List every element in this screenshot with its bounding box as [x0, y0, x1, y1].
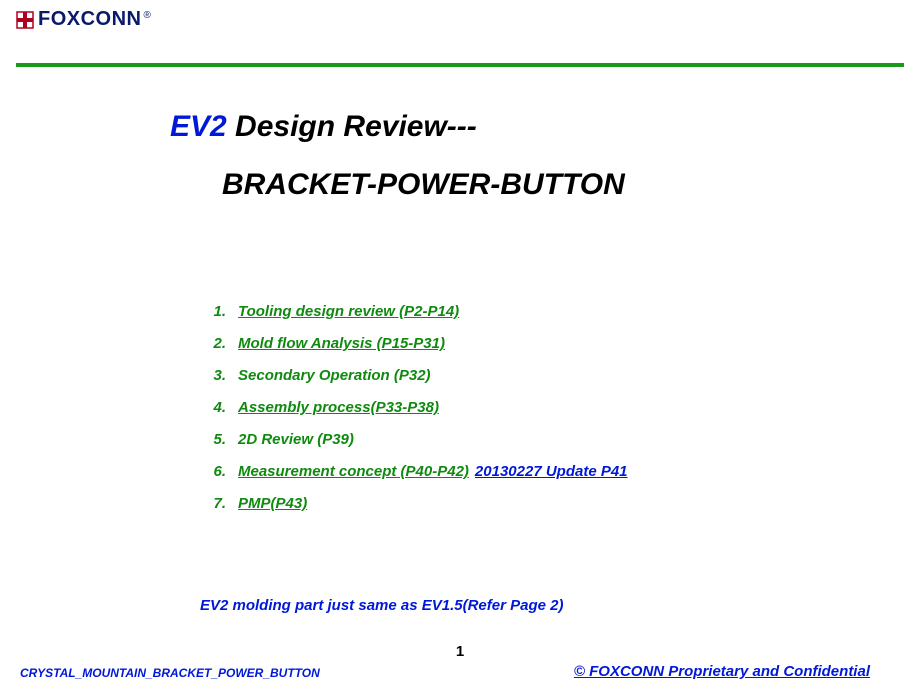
- toc-item: 4. Assembly process(P33-P38): [198, 399, 798, 416]
- footer-right: © FOXCONN Proprietary and Confidential: [574, 663, 870, 680]
- title-rest: Design Review---: [227, 110, 477, 143]
- toc-update-note: 20130227 Update P41: [475, 463, 628, 480]
- toc-label: Secondary Operation (P32): [238, 367, 431, 384]
- brand-logo: FOXCONN ®: [16, 8, 149, 31]
- table-of-contents: 1. Tooling design review (P2-P14) 2. Mol…: [198, 303, 798, 527]
- toc-number: 7.: [198, 495, 226, 512]
- toc-item: 7. PMP(P43): [198, 495, 798, 512]
- slide-note: EV2 molding part just same as EV1.5(Refe…: [200, 597, 563, 614]
- toc-label: Assembly process(P33-P38): [238, 399, 439, 416]
- page-number: 1: [0, 643, 920, 660]
- title-line-2: BRACKET-POWER-BUTTON: [222, 168, 625, 202]
- toc-label: Tooling design review (P2-P14): [238, 303, 459, 320]
- toc-item: 5. 2D Review (P39): [198, 431, 798, 448]
- toc-number: 1.: [198, 303, 226, 320]
- toc-number: 3.: [198, 367, 226, 384]
- toc-item: 2. Mold flow Analysis (P15-P31): [198, 335, 798, 352]
- toc-number: 4.: [198, 399, 226, 416]
- toc-number: 2.: [198, 335, 226, 352]
- title-line-1: EV2 Design Review---: [170, 110, 625, 144]
- toc-label: Measurement concept (P40-P42): [238, 463, 469, 480]
- toc-number: 5.: [198, 431, 226, 448]
- brand-name: FOXCONN: [38, 8, 142, 31]
- slide-title: EV2 Design Review--- BRACKET-POWER-BUTTO…: [170, 110, 625, 202]
- registered-mark: ®: [144, 10, 151, 21]
- toc-label: 2D Review (P39): [238, 431, 354, 448]
- title-prefix: EV2: [170, 110, 227, 143]
- toc-label: Mold flow Analysis (P15-P31): [238, 335, 445, 352]
- toc-label: PMP(P43): [238, 495, 307, 512]
- footer-left: CRYSTAL_MOUNTAIN_BRACKET_POWER_BUTTON: [20, 666, 320, 680]
- toc-item: 1. Tooling design review (P2-P14): [198, 303, 798, 320]
- toc-item: 6. Measurement concept (P40-P42) 2013022…: [198, 463, 798, 480]
- toc-item: 3. Secondary Operation (P32): [198, 367, 798, 384]
- header-divider: [16, 63, 904, 67]
- toc-number: 6.: [198, 463, 226, 480]
- foxconn-mark-icon: [16, 11, 34, 29]
